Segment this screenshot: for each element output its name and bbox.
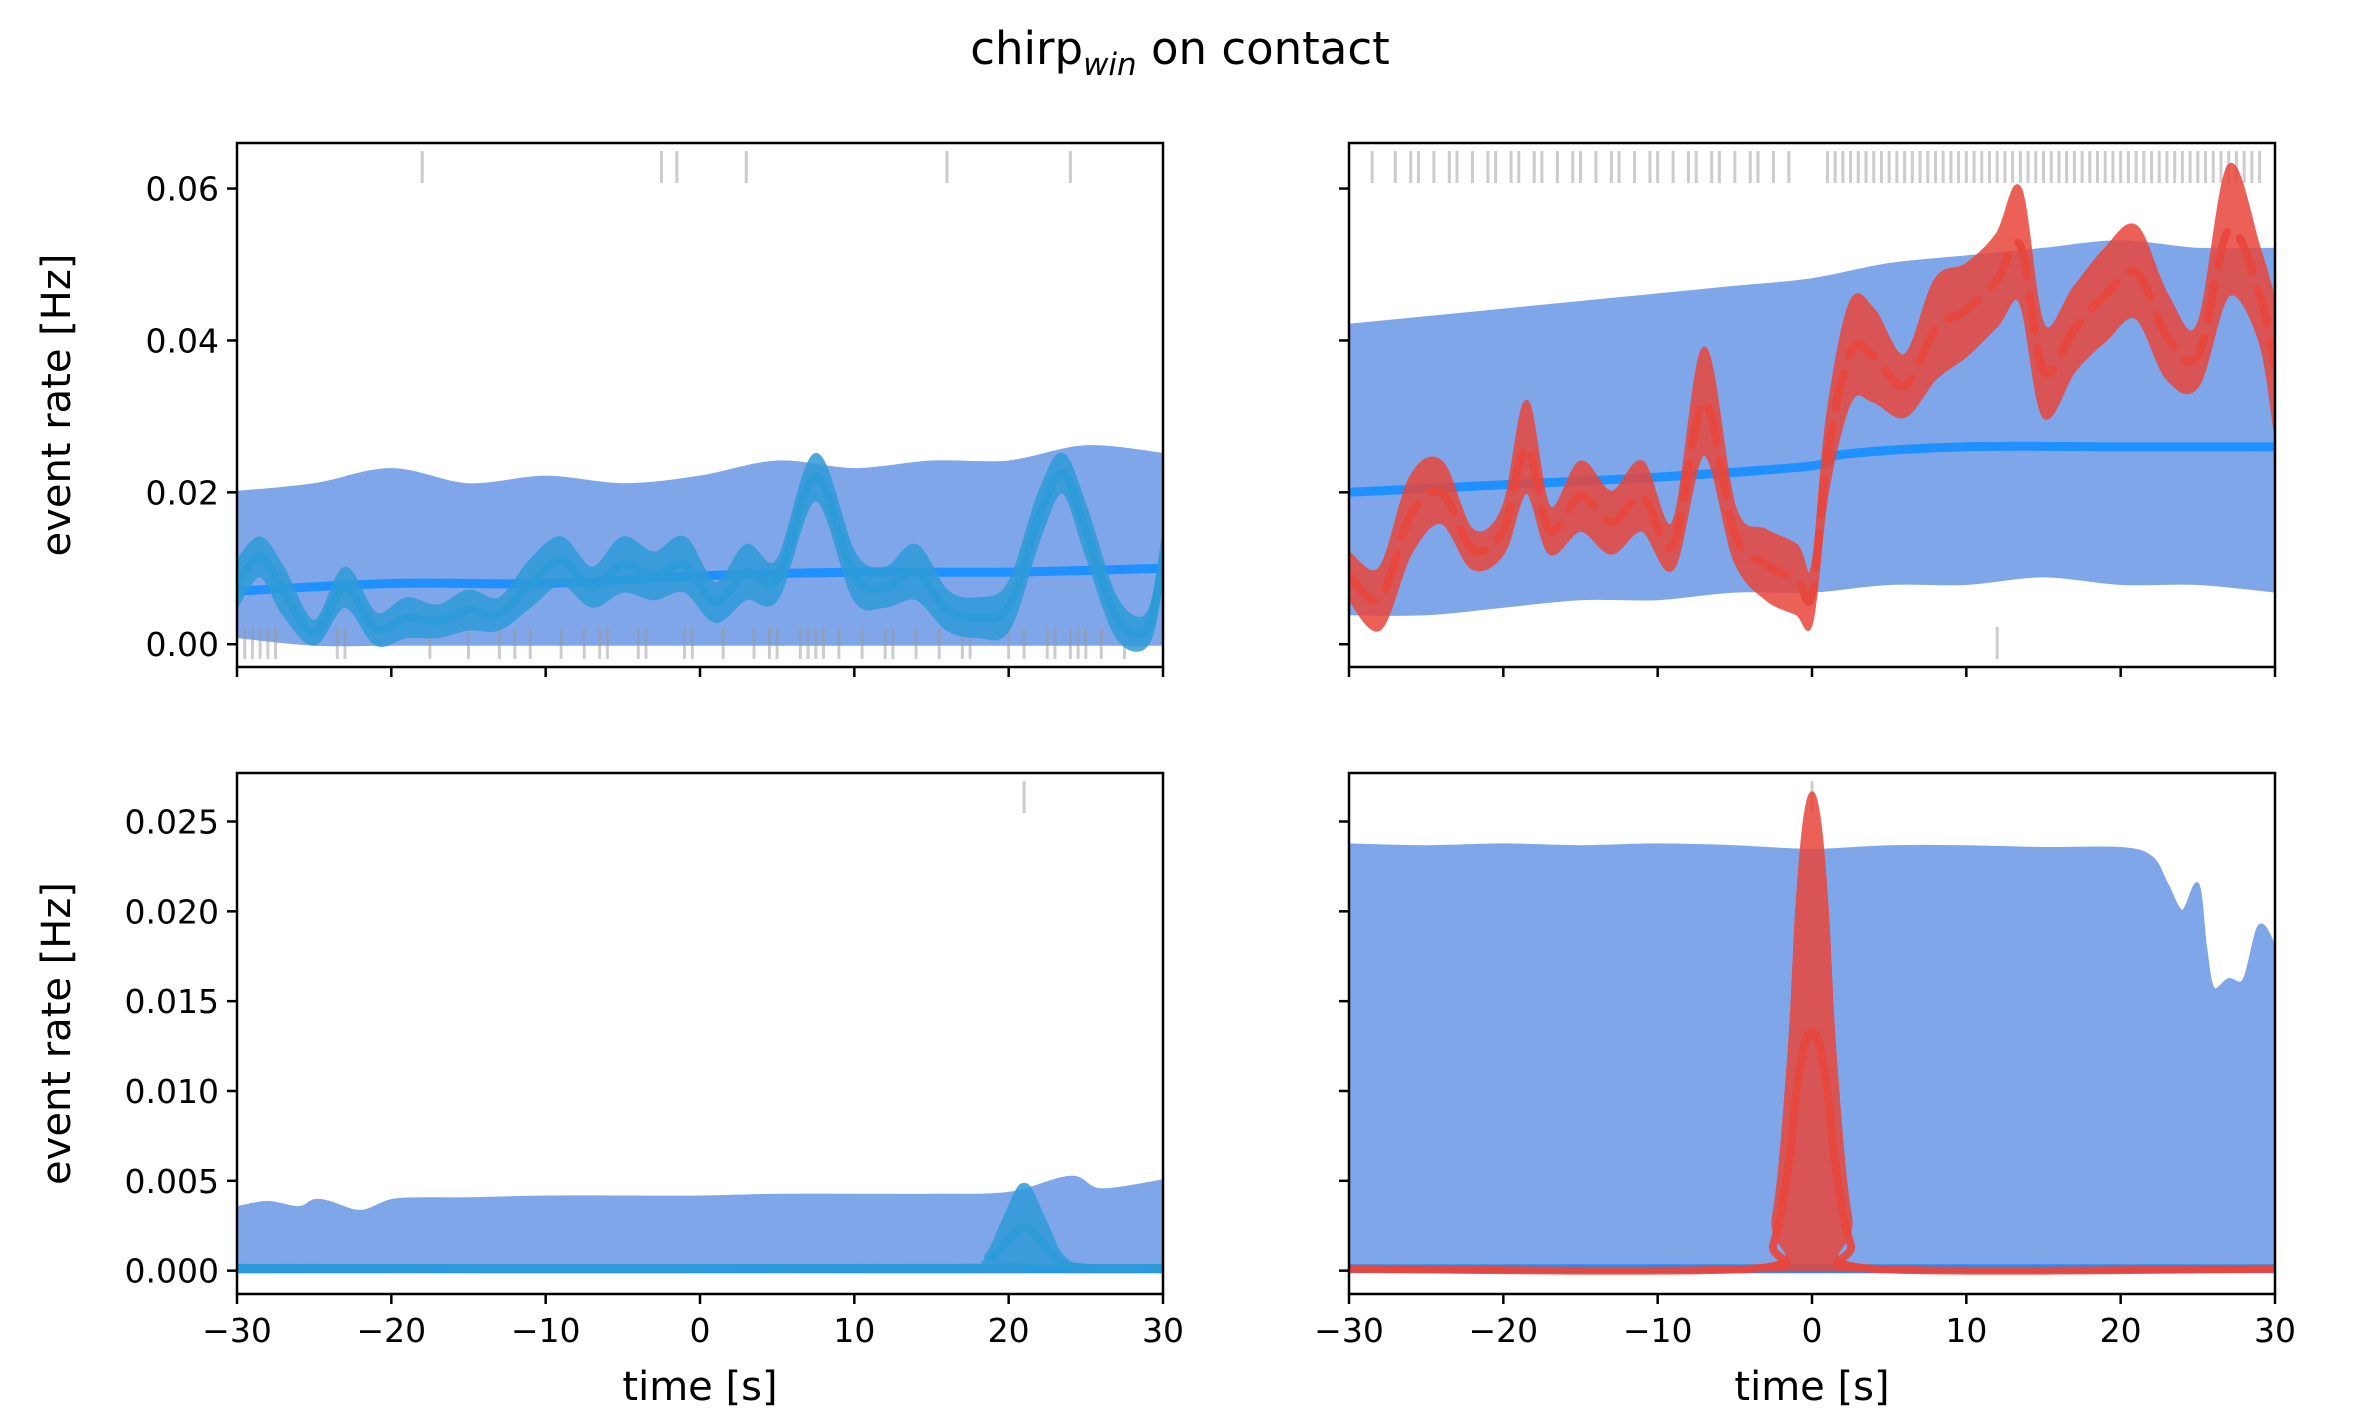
y-tick-label: 0.04 [146, 321, 219, 360]
x-tick-label: −30 [202, 1311, 272, 1350]
plot-area [237, 781, 1163, 1274]
x-axis-label: time [s] [1734, 1364, 1889, 1410]
panel-bottom-left: −30 −20 −10 0 10 20 30 0.000 0.005 0.010 0.015 0.02… [34, 771, 1184, 1410]
x-tick-label: 10 [833, 1311, 875, 1350]
x-tick-label: 0 [690, 1311, 711, 1350]
panel-bottom-right: −30 −20 −10 0 10 20 30 time [s] [1314, 771, 2296, 1410]
y-axis-label: event rate [Hz] [34, 254, 80, 557]
x-tick-label: 20 [2100, 1311, 2142, 1350]
y-axis-label: event rate [Hz] [34, 882, 80, 1185]
y-tick-label: 0.015 [125, 982, 219, 1021]
panel-top-left: 0.00 0.02 0.04 0.06 event rate [Hz] [34, 141, 1165, 677]
y-tick-label: 0.010 [125, 1072, 219, 1111]
observed-line [237, 469, 1163, 639]
x-tick-label: 0 [1802, 1311, 1823, 1350]
x-axis-label: time [s] [622, 1364, 777, 1410]
figure-title-subscript: win [1083, 47, 1137, 83]
observed-line [1349, 225, 2275, 607]
plot-area [1349, 781, 2275, 1275]
observed-line [237, 1223, 1163, 1273]
x-tick-label: −20 [1469, 1311, 1539, 1350]
x-tick-label: −10 [511, 1311, 581, 1350]
observed-band [1349, 162, 2275, 632]
y-tick-label: 0.025 [125, 803, 219, 842]
x-tick-label: 10 [1945, 1311, 1987, 1350]
y-tick-label: 0.000 [125, 1252, 219, 1291]
y-tick-label: 0.06 [146, 170, 219, 209]
x-tick-label: 30 [1142, 1311, 1184, 1350]
x-tick-label: 20 [988, 1311, 1030, 1350]
figure-title-main: chirp [970, 22, 1083, 75]
x-tick-label: −30 [1314, 1311, 1384, 1350]
x-tick-label: 30 [2254, 1311, 2296, 1350]
figure-title-rest: on contact [1137, 22, 1390, 75]
x-tick-label: −20 [357, 1311, 427, 1350]
panel-top-right [1339, 141, 2277, 677]
observed-line [1349, 1027, 2275, 1275]
plot-area [237, 151, 1163, 659]
x-tick-label: −10 [1623, 1311, 1693, 1350]
y-tick-label: 0.020 [125, 892, 219, 931]
y-tick-label: 0.02 [146, 473, 219, 512]
figure-title: chirpwin on contact [970, 22, 1390, 83]
y-tick-label: 0.00 [146, 625, 219, 664]
y-tick-label: 0.005 [125, 1162, 219, 1201]
plot-area [1349, 151, 2275, 659]
